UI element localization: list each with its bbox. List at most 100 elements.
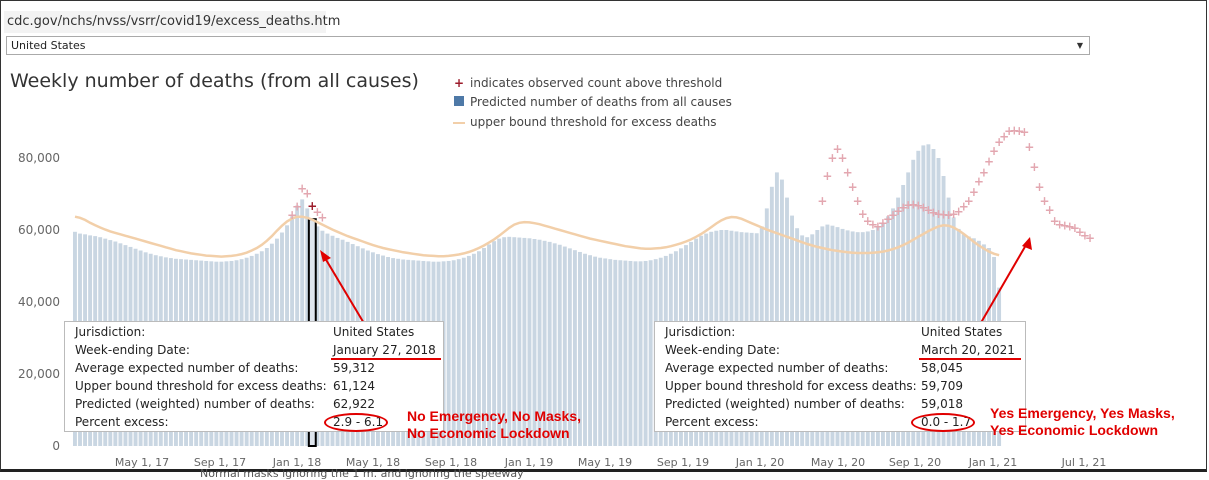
bar[interactable]: [477, 251, 481, 446]
bar[interactable]: [578, 251, 582, 446]
bar[interactable]: [471, 253, 476, 446]
bar[interactable]: [517, 237, 522, 446]
bar[interactable]: [774, 172, 779, 446]
bar[interactable]: [780, 179, 784, 446]
bar[interactable]: [461, 257, 466, 446]
bar[interactable]: [547, 241, 552, 446]
bar[interactable]: [497, 238, 502, 446]
bar[interactable]: [613, 259, 618, 446]
observed-marker: +: [297, 182, 307, 196]
bar[interactable]: [466, 255, 471, 446]
observed-marker: +: [893, 204, 903, 218]
square-icon: [452, 95, 466, 109]
bar[interactable]: [931, 149, 936, 446]
annotation-left: No Emergency, No Masks, No Economic Lock…: [407, 408, 581, 442]
observed-marker: +: [1070, 221, 1080, 235]
bar[interactable]: [512, 237, 517, 446]
observed-marker: +: [838, 151, 848, 165]
bar[interactable]: [451, 260, 456, 446]
bar[interactable]: [456, 259, 461, 446]
arrow-left-head: [320, 250, 331, 262]
observed-marker: +: [868, 218, 878, 232]
tooltip-label: Predicted (weighted) number of deaths:: [75, 397, 315, 411]
observed-marker: +: [1014, 124, 1024, 138]
bar[interactable]: [608, 259, 613, 446]
legend-observed-label: indicates observed count above threshold: [470, 76, 723, 90]
tooltip-label: Percent excess:: [665, 415, 759, 429]
bar[interactable]: [502, 237, 507, 446]
bar[interactable]: [628, 260, 633, 446]
y-tick-label: 60,000: [18, 223, 60, 237]
arrow-right-head: [1022, 237, 1032, 250]
observed-marker: +: [999, 129, 1009, 143]
url-bar[interactable]: cdc.gov/nchs/nvss/vsrr/covid19/excess_de…: [4, 11, 340, 33]
observed-marker: +: [1029, 160, 1039, 174]
bar[interactable]: [921, 145, 926, 446]
observed-marker: +: [928, 205, 938, 219]
bar[interactable]: [916, 150, 921, 447]
observed-marker: +: [853, 194, 863, 208]
bar[interactable]: [482, 248, 486, 446]
bar[interactable]: [532, 239, 537, 446]
tooltip-left: Jurisdiction: United States Week-ending Da…: [64, 321, 444, 432]
bar[interactable]: [537, 239, 542, 446]
bar[interactable]: [557, 244, 562, 446]
observed-marker: +: [969, 185, 979, 199]
bar[interactable]: [446, 260, 451, 446]
x-tick-label: Jan 1, 20: [735, 456, 784, 469]
bar[interactable]: [562, 246, 567, 446]
observed-marker: +: [858, 207, 868, 221]
legend-observed: + indicates observed count above thresho…: [452, 76, 722, 90]
bar[interactable]: [542, 240, 547, 446]
bar[interactable]: [593, 256, 598, 446]
observed-marker: +: [903, 198, 913, 212]
tooltip-value: 59,312: [333, 361, 375, 375]
bar[interactable]: [552, 243, 557, 446]
bar[interactable]: [522, 237, 527, 446]
bar[interactable]: [588, 255, 592, 446]
bar[interactable]: [492, 241, 497, 446]
bar[interactable]: [936, 158, 941, 446]
bar[interactable]: [643, 260, 648, 446]
tooltip-label: Upper bound threshold for excess deaths:: [75, 379, 327, 393]
jurisdiction-select[interactable]: United States ▼: [6, 36, 1090, 55]
x-tick-label: May 1, 18: [346, 456, 400, 469]
observed-marker: +: [918, 201, 928, 215]
bar[interactable]: [941, 176, 946, 446]
bar[interactable]: [572, 250, 577, 446]
plus-icon: +: [453, 76, 465, 90]
bar[interactable]: [648, 260, 653, 446]
bar[interactable]: [507, 236, 512, 446]
tooltip-value: United States: [921, 325, 1003, 339]
bar[interactable]: [926, 144, 931, 446]
bar[interactable]: [623, 260, 628, 446]
observed-marker: +: [954, 204, 964, 218]
bar[interactable]: [906, 172, 911, 446]
observed-marker: +: [1009, 123, 1019, 137]
annotation-right-line1: Yes Emergency, Yes Masks,: [990, 405, 1175, 421]
tooltip-value: 62,922: [333, 397, 375, 411]
bar[interactable]: [769, 186, 774, 447]
legend-predicted-label: Predicted number of deaths from all caus…: [470, 95, 732, 109]
tooltip-label: Predicted (weighted) number of deaths:: [665, 397, 905, 411]
observed-marker: +: [1050, 214, 1060, 228]
annotation-right: Yes Emergency, Yes Masks, Yes Economic L…: [990, 405, 1175, 439]
bar[interactable]: [598, 257, 603, 446]
bar[interactable]: [638, 261, 643, 446]
bar[interactable]: [618, 260, 623, 446]
observed-marker: +: [944, 208, 954, 222]
bar[interactable]: [583, 253, 587, 446]
observed-marker: +: [317, 210, 327, 224]
observed-marker: +: [1055, 218, 1065, 232]
x-tick-label: Sep 1, 18: [425, 456, 477, 469]
bar[interactable]: [911, 159, 916, 447]
percent-circle: [324, 413, 388, 432]
bar[interactable]: [901, 185, 906, 446]
observed-marker: +: [964, 194, 974, 208]
bar[interactable]: [527, 238, 532, 446]
bar[interactable]: [567, 248, 572, 446]
bar[interactable]: [603, 258, 608, 446]
bar[interactable]: [487, 244, 491, 446]
y-tick-label: 80,000: [18, 151, 60, 165]
bar[interactable]: [633, 261, 638, 446]
